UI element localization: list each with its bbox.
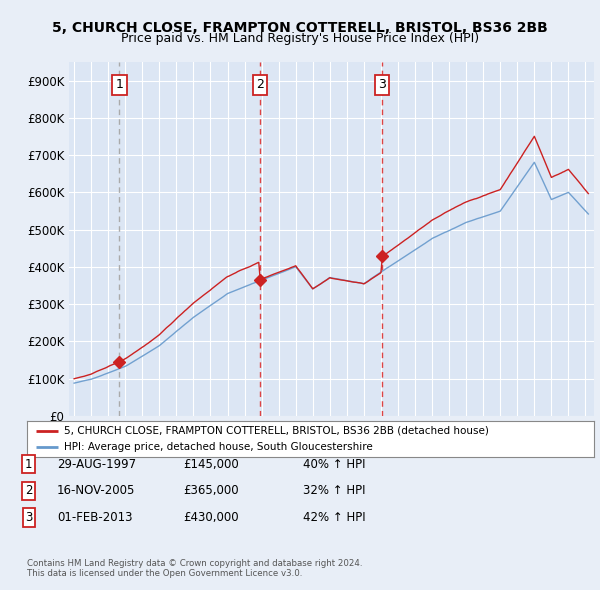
Text: Price paid vs. HM Land Registry's House Price Index (HPI): Price paid vs. HM Land Registry's House … [121, 32, 479, 45]
Text: £145,000: £145,000 [183, 458, 239, 471]
Text: 3: 3 [25, 511, 32, 524]
Text: 1: 1 [116, 78, 124, 91]
Text: 2: 2 [256, 78, 263, 91]
Text: 29-AUG-1997: 29-AUG-1997 [57, 458, 136, 471]
Text: 5, CHURCH CLOSE, FRAMPTON COTTERELL, BRISTOL, BS36 2BB: 5, CHURCH CLOSE, FRAMPTON COTTERELL, BRI… [52, 21, 548, 35]
Text: 40% ↑ HPI: 40% ↑ HPI [303, 458, 365, 471]
Text: 2: 2 [25, 484, 32, 497]
Text: HPI: Average price, detached house, South Gloucestershire: HPI: Average price, detached house, Sout… [64, 442, 373, 453]
Text: 3: 3 [379, 78, 386, 91]
Text: 1: 1 [25, 458, 32, 471]
Text: 16-NOV-2005: 16-NOV-2005 [57, 484, 136, 497]
Text: £430,000: £430,000 [183, 511, 239, 524]
Text: £365,000: £365,000 [183, 484, 239, 497]
Text: 42% ↑ HPI: 42% ↑ HPI [303, 511, 365, 524]
Text: 32% ↑ HPI: 32% ↑ HPI [303, 484, 365, 497]
Text: Contains HM Land Registry data © Crown copyright and database right 2024.: Contains HM Land Registry data © Crown c… [27, 559, 362, 568]
Text: 5, CHURCH CLOSE, FRAMPTON COTTERELL, BRISTOL, BS36 2BB (detached house): 5, CHURCH CLOSE, FRAMPTON COTTERELL, BRI… [64, 425, 489, 435]
Text: 01-FEB-2013: 01-FEB-2013 [57, 511, 133, 524]
Text: This data is licensed under the Open Government Licence v3.0.: This data is licensed under the Open Gov… [27, 569, 302, 578]
